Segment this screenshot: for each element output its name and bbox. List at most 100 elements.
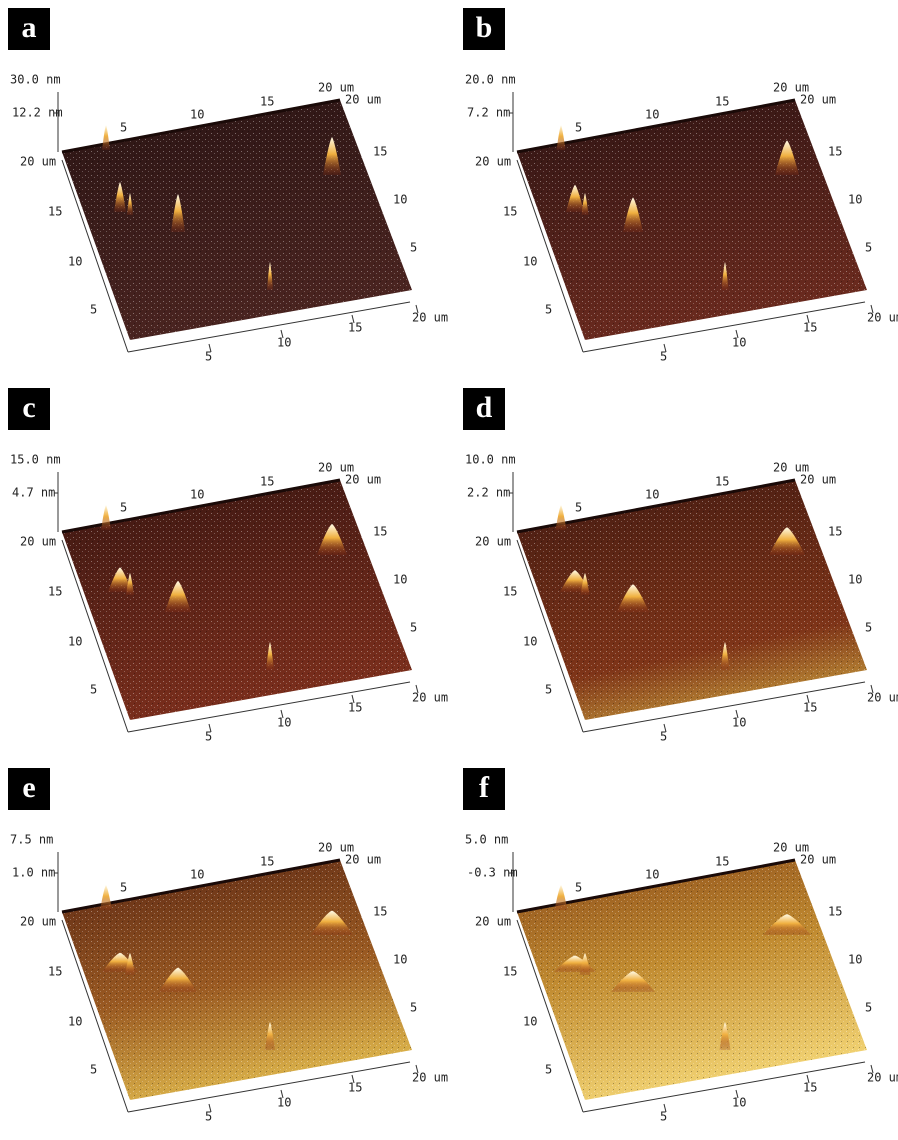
back-tick-label: 5 (575, 881, 582, 895)
front-tick-label: 5 (660, 730, 667, 744)
front-tick-label: 10 (277, 1096, 291, 1110)
right-tick-label: 10 (393, 573, 407, 587)
z-max-label: 30.0 nm (10, 73, 61, 87)
surface-peak (556, 505, 567, 530)
front-tick-label: 15 (803, 1081, 817, 1095)
right-tick-label: 10 (848, 953, 862, 967)
front-tick-label: 5 (205, 730, 212, 744)
right-tick-label: 20 um (345, 473, 381, 487)
panel-label: d (476, 391, 493, 424)
right-tick-label: 5 (865, 241, 872, 255)
front-tick-label: 15 (803, 321, 817, 335)
back-tick-label: 5 (120, 501, 127, 515)
back-tick-label: 10 (645, 108, 659, 122)
back-tick-label: 5 (120, 121, 127, 135)
left-tick-label: 5 (90, 1063, 97, 1077)
front-tick-label: 5 (660, 350, 667, 364)
front-tick-label: 20 um (412, 1071, 448, 1085)
back-tick-label: 10 (645, 868, 659, 882)
front-tick-label: 10 (732, 336, 746, 350)
z-max-label: 5.0 nm (465, 833, 508, 847)
panel: b20.0 nm7.2 nm5101520 um20 um1510520 um1… (463, 8, 898, 364)
left-tick-label: 20 um (20, 535, 56, 549)
right-tick-label: 15 (373, 525, 387, 539)
z-mid-label: 4.7 nm (12, 486, 55, 500)
right-tick-label: 20 um (800, 853, 836, 867)
left-tick-label: 20 um (475, 915, 511, 929)
z-max-label: 15.0 nm (10, 453, 61, 467)
front-tick-label: 5 (660, 1110, 667, 1124)
surface-texture (517, 100, 867, 340)
z-max-label: 20.0 nm (465, 73, 516, 87)
right-tick-label: 5 (410, 241, 417, 255)
z-mid-label: 2.2 nm (467, 486, 510, 500)
back-tick-label: 15 (715, 855, 729, 869)
right-tick-label: 10 (848, 573, 862, 587)
back-tick-label: 15 (260, 855, 274, 869)
back-tick-label: 5 (575, 501, 582, 515)
left-tick-label: 10 (68, 635, 82, 649)
z-mid-label: 7.2 nm (467, 106, 510, 120)
left-tick-label: 10 (68, 1015, 82, 1029)
surface-texture (62, 100, 412, 340)
right-tick-label: 15 (373, 905, 387, 919)
panel: d10.0 nm2.2 nm5101520 um20 um1510520 um1… (463, 388, 898, 744)
front-tick-label: 10 (277, 716, 291, 730)
back-tick-label: 5 (575, 121, 582, 135)
panel-label: e (22, 771, 35, 804)
back-tick-label: 15 (260, 95, 274, 109)
back-tick-label: 10 (645, 488, 659, 502)
front-tick-label: 15 (803, 701, 817, 715)
left-tick-label: 5 (545, 683, 552, 697)
right-tick-label: 20 um (345, 93, 381, 107)
front-tick-label: 20 um (867, 1071, 898, 1085)
left-tick-label: 15 (503, 205, 517, 219)
front-tick-label: 20 um (412, 311, 448, 325)
front-tick-label: 10 (732, 716, 746, 730)
panel-label: a (22, 11, 37, 44)
right-tick-label: 15 (828, 525, 842, 539)
right-tick-label: 5 (410, 621, 417, 635)
left-tick-label: 15 (48, 965, 62, 979)
panel: a30.0 nm12.2 nm5101520 um20 um1510520 um… (8, 8, 448, 364)
left-tick-label: 10 (523, 635, 537, 649)
surface-peak (102, 125, 110, 150)
back-tick-label: 15 (715, 475, 729, 489)
front-tick-label: 5 (205, 1110, 212, 1124)
left-tick-label: 10 (68, 255, 82, 269)
left-tick-label: 15 (48, 585, 62, 599)
back-tick-label: 15 (260, 475, 274, 489)
right-tick-label: 15 (828, 905, 842, 919)
z-max-label: 10.0 nm (465, 453, 516, 467)
left-tick-label: 5 (90, 303, 97, 317)
left-tick-label: 20 um (20, 915, 56, 929)
right-tick-label: 10 (393, 953, 407, 967)
left-tick-label: 20 um (20, 155, 56, 169)
z-max-label: 7.5 nm (10, 833, 53, 847)
surface-texture (62, 480, 412, 720)
front-tick-label: 15 (348, 1081, 362, 1095)
surface-peak (100, 885, 112, 910)
right-tick-label: 5 (865, 621, 872, 635)
left-tick-label: 20 um (475, 155, 511, 169)
left-tick-label: 20 um (475, 535, 511, 549)
left-tick-label: 15 (503, 585, 517, 599)
front-tick-label: 10 (732, 1096, 746, 1110)
surface-peak (557, 125, 566, 150)
front-tick-label: 15 (348, 701, 362, 715)
left-tick-label: 15 (503, 965, 517, 979)
right-tick-label: 10 (393, 193, 407, 207)
panel-label: f (479, 771, 490, 804)
right-tick-label: 5 (410, 1001, 417, 1015)
left-tick-label: 15 (48, 205, 62, 219)
panel-label: c (22, 391, 35, 424)
front-tick-label: 20 um (867, 691, 898, 705)
left-tick-label: 5 (545, 1063, 552, 1077)
z-mid-label: 1.0 nm (12, 866, 55, 880)
right-tick-label: 15 (828, 145, 842, 159)
front-tick-label: 20 um (867, 311, 898, 325)
surface-texture (517, 860, 867, 1100)
back-tick-label: 15 (715, 95, 729, 109)
